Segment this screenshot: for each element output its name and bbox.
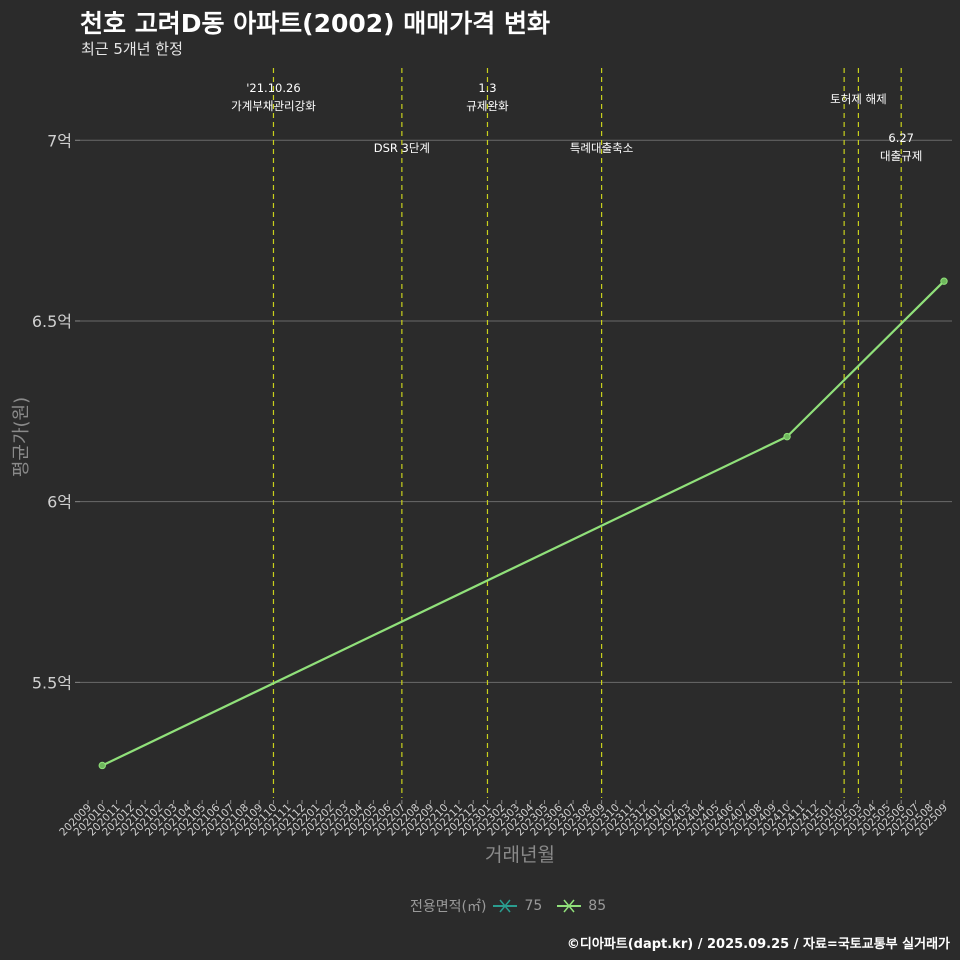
point-85-202410 — [783, 432, 791, 441]
event-label-202506-0: 6.27 — [888, 131, 914, 145]
chart-subtitle: 최근 5개년 한정 — [81, 40, 183, 58]
event-label-202301-0: 1.3 — [478, 81, 496, 95]
y-axis-ticks: 5.5억 6억 6.5억 7억 — [32, 131, 80, 692]
legend-title: 전용면적(㎡) — [410, 899, 487, 915]
event-label-202309-0: 특례대출축소 — [570, 141, 633, 155]
point-85-202010 — [98, 761, 106, 770]
series-lines — [98, 277, 948, 770]
event-label-202207-0: DSR 3단계 — [374, 141, 430, 155]
y-axis-label: 평균가(원) — [11, 396, 32, 478]
x-axis-label: 거래년월 — [485, 844, 555, 866]
event-label-202301-1: 규제완화 — [466, 99, 509, 113]
event-label-202110-1: 가계부채관리강화 — [231, 99, 316, 113]
grid-lines — [80, 139, 952, 683]
x-axis-ticks: 2020092020102020112020122021012021022021… — [57, 800, 950, 838]
point-85-202509 — [940, 277, 948, 285]
event-label-202503-0: 토허제 해제 — [830, 92, 887, 106]
y-tick-label-3: 7억 — [47, 131, 72, 150]
series-line-85 — [101, 280, 945, 767]
source-caption: ©디아파트(dapt.kr) / 2025.09.25 / 자료=국토교통부 실… — [566, 937, 950, 952]
legend-key-75-icon — [493, 899, 518, 913]
legend: 전용면적(㎡) 75 85 — [410, 896, 606, 916]
event-label-202110-0: '21.10.26 — [246, 81, 300, 95]
chart-title: 천호 고려D동 아파트(2002) 매매가격 변화 — [80, 9, 550, 38]
event-label-202506-1: 대출규제 — [880, 149, 922, 163]
legend-key-85-icon — [557, 899, 582, 913]
legend-item-85: 85 — [588, 898, 607, 914]
y-tick-label-1: 6억 — [47, 493, 72, 512]
y-tick-label-0: 5.5억 — [32, 673, 72, 692]
y-tick-label-2: 6.5억 — [32, 312, 72, 331]
legend-item-75: 75 — [524, 898, 543, 914]
